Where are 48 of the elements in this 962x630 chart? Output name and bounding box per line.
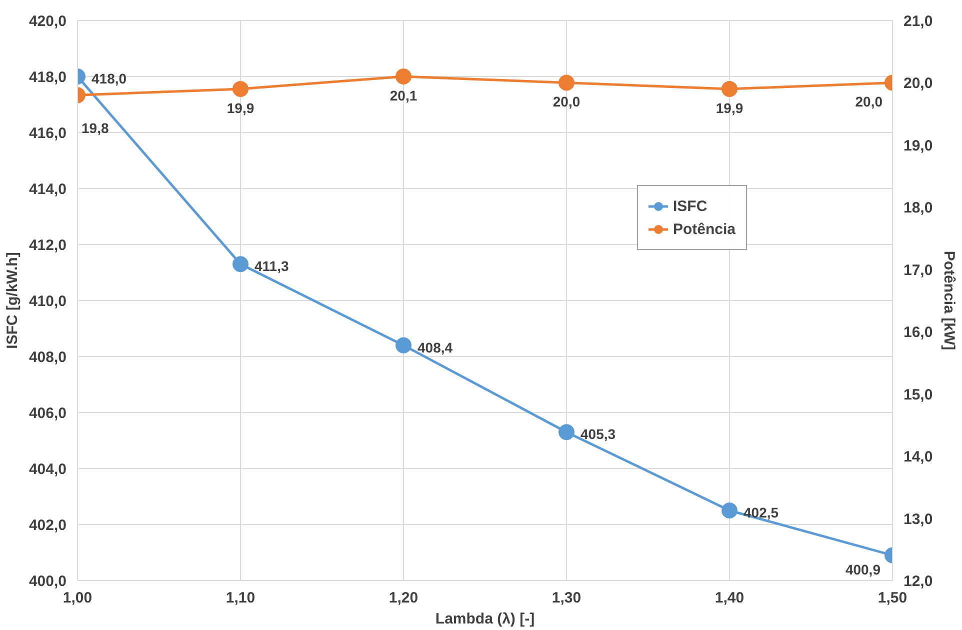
data-label: 418,0 xyxy=(92,70,127,86)
x-tick-label: 1,00 xyxy=(62,590,92,606)
data-label: 19,9 xyxy=(226,100,254,116)
y-tick-label: 402,0 xyxy=(28,517,67,534)
y2-tick-label: 16,0 xyxy=(904,324,933,342)
legend-label: Potência xyxy=(673,220,736,238)
y-tick-label: 404,0 xyxy=(28,461,67,478)
data-label: 402,5 xyxy=(744,504,779,520)
data-label: 405,3 xyxy=(580,426,616,442)
point xyxy=(396,337,412,354)
x-tick-label: 1,20 xyxy=(388,590,418,606)
x-axis-title: Lambda (λ) [-] xyxy=(435,610,535,628)
x-tick-label: 1,40 xyxy=(714,590,744,606)
y-tick-label: 410,0 xyxy=(28,293,67,310)
y2-tick-label: 21,0 xyxy=(904,13,933,30)
y-tick-label: 406,0 xyxy=(28,405,67,422)
data-label: 408,4 xyxy=(418,339,453,356)
y-axis-title: ISFC [g/kW.h] xyxy=(4,252,21,349)
y2-tick-label: 18,0 xyxy=(904,200,933,217)
data-label: 411,3 xyxy=(254,258,289,274)
y-tick-label: 412,0 xyxy=(28,237,67,254)
point xyxy=(558,74,574,91)
point xyxy=(558,424,574,440)
y-tick-label: 414,0 xyxy=(28,181,67,198)
y2-tick-label: 19,0 xyxy=(904,137,933,154)
y2-tick-label: 15,0 xyxy=(904,386,933,404)
y-tick-label: 400,0 xyxy=(28,573,67,590)
legend-label: ISFC xyxy=(673,198,708,214)
data-label: 20,0 xyxy=(552,94,580,110)
y2-tick-label: 14,0 xyxy=(904,448,933,466)
y2-tick-label: 17,0 xyxy=(904,262,933,279)
y-tick-label: 408,0 xyxy=(28,349,67,366)
y-tick-label: 418,0 xyxy=(28,69,67,86)
x-tick-label: 1,50 xyxy=(878,590,908,606)
data-label: 20,1 xyxy=(390,88,418,104)
data-label: 19,9 xyxy=(716,100,744,116)
x-tick-label: 1,30 xyxy=(552,590,582,606)
x-tick-label: 1,10 xyxy=(226,590,256,606)
y2-tick-label: 13,0 xyxy=(904,510,933,528)
y-tick-label: 416,0 xyxy=(28,125,67,142)
y2-axis-title: Potência [kW] xyxy=(940,250,958,350)
data-label: 20,0 xyxy=(855,94,883,110)
point xyxy=(396,68,412,84)
data-label: 19,8 xyxy=(82,120,109,136)
data-label: 400,9 xyxy=(845,561,881,578)
y-tick-label: 420,0 xyxy=(28,13,67,30)
y2-tick-label: 20,0 xyxy=(904,75,933,92)
y2-tick-label: 12,0 xyxy=(904,573,933,590)
